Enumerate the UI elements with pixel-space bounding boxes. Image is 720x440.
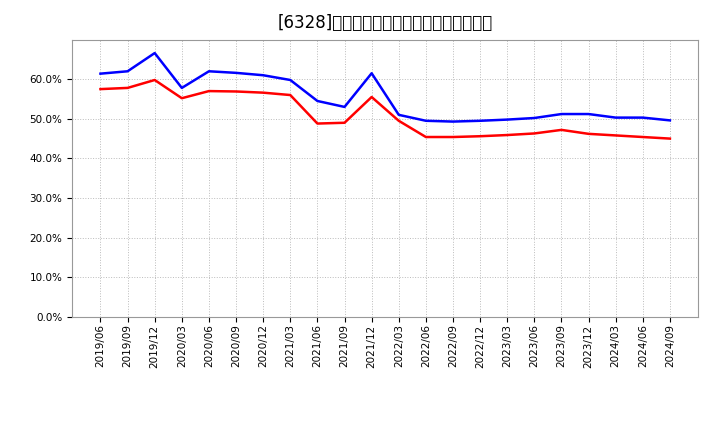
固定長期適合率: [259, 90, 268, 95]
固定比率: [395, 112, 403, 117]
固定比率: [557, 111, 566, 117]
固定比率: [96, 71, 105, 76]
固定長期適合率: [367, 94, 376, 99]
固定比率: [313, 98, 322, 103]
固定長期適合率: [611, 133, 620, 138]
固定比率: [341, 104, 349, 110]
固定長期適合率: [476, 134, 485, 139]
固定長期適合率: [395, 118, 403, 123]
固定長期適合率: [665, 136, 674, 141]
固定長期適合率: [204, 88, 213, 94]
固定比率: [530, 115, 539, 121]
Line: 固定比率: 固定比率: [101, 53, 670, 121]
固定長期適合率: [178, 95, 186, 101]
固定長期適合率: [503, 132, 511, 138]
固定比率: [204, 69, 213, 74]
固定長期適合率: [639, 134, 647, 139]
固定比率: [639, 115, 647, 120]
固定比率: [421, 118, 430, 123]
固定長期適合率: [150, 77, 159, 83]
固定長期適合率: [96, 86, 105, 92]
固定比率: [178, 85, 186, 91]
Title: [6328]　固定比率、固定長期適合率の推移: [6328] 固定比率、固定長期適合率の推移: [278, 15, 492, 33]
固定長期適合率: [286, 92, 294, 98]
固定比率: [584, 111, 593, 117]
固定長期適合率: [557, 127, 566, 132]
固定比率: [150, 51, 159, 56]
固定長期適合率: [313, 121, 322, 126]
固定比率: [476, 118, 485, 123]
固定長期適合率: [530, 131, 539, 136]
固定比率: [286, 77, 294, 83]
固定比率: [503, 117, 511, 122]
固定比率: [259, 73, 268, 78]
固定比率: [611, 115, 620, 120]
Line: 固定長期適合率: 固定長期適合率: [101, 80, 670, 139]
固定長期適合率: [232, 89, 240, 94]
固定比率: [449, 119, 457, 124]
固定長期適合率: [449, 134, 457, 139]
固定長期適合率: [421, 134, 430, 139]
固定長期適合率: [341, 120, 349, 125]
固定比率: [665, 118, 674, 123]
固定長期適合率: [584, 131, 593, 136]
固定長期適合率: [123, 85, 132, 91]
固定比率: [367, 70, 376, 76]
固定比率: [232, 70, 240, 76]
固定比率: [123, 69, 132, 74]
